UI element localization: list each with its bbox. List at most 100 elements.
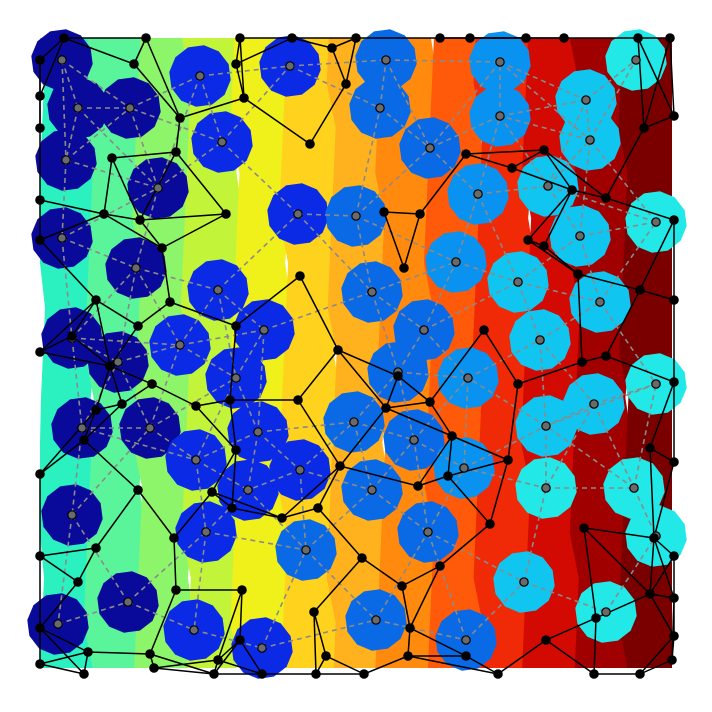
delaunay-edge [71, 267, 137, 339]
voronoi-edge [489, 459, 509, 525]
delaunay-edge [355, 215, 457, 263]
mesh-node [567, 185, 577, 195]
site-marker [519, 577, 529, 587]
delaunay-edge [57, 514, 73, 625]
voronoi-edge [543, 149, 573, 191]
voronoi-edge [605, 355, 675, 383]
site-marker [423, 527, 433, 537]
mesh-node [79, 435, 89, 445]
voronoi-edge [133, 63, 181, 119]
mesh-node [633, 33, 643, 43]
voronoi-edge [361, 557, 403, 587]
site-marker [191, 455, 201, 465]
site-marker [495, 111, 505, 121]
delaunay-edge [385, 59, 501, 63]
voronoi-edge [95, 365, 111, 411]
mesh-node [425, 397, 435, 407]
mesh-node [35, 623, 45, 633]
delaunay-edge [135, 267, 181, 346]
voronoi-edge [419, 153, 467, 215]
voronoi-edge [149, 653, 215, 675]
delaunay-edge [371, 291, 425, 331]
site-marker [257, 643, 267, 653]
voronoi-edge [637, 37, 675, 117]
voronoi-edge [39, 351, 111, 367]
site-marker [601, 607, 611, 617]
delaunay-edge [385, 59, 431, 149]
voronoi-edge [169, 301, 237, 327]
mesh-node [405, 623, 415, 633]
delaunay-edge [61, 187, 159, 239]
site-marker [375, 103, 385, 113]
site-marker [349, 417, 359, 427]
mesh-node [35, 91, 45, 101]
voronoi-edge [39, 37, 65, 97]
mesh-node [403, 651, 413, 661]
site-marker [259, 325, 269, 335]
delaunay-edge [371, 439, 415, 491]
voronoi-edge [571, 189, 607, 199]
delaunay-edge [305, 549, 377, 621]
delaunay-edge [199, 65, 291, 77]
site-marker [581, 95, 591, 105]
voronoi-edge [71, 299, 97, 337]
mesh-node [335, 461, 345, 471]
mesh-node [465, 33, 475, 43]
delaunay-edge [149, 427, 197, 461]
delaunay-edge [465, 581, 525, 641]
voronoi-edge [281, 507, 319, 519]
site-marker [419, 325, 429, 335]
voronoi-edge [577, 273, 583, 363]
delaunay-edge [589, 59, 637, 141]
mesh-node [669, 111, 679, 121]
delaunay-edge [477, 185, 549, 195]
mesh-node [397, 581, 407, 591]
mesh-node [645, 589, 655, 599]
delaunay-edge [585, 99, 591, 141]
voronoi-edge [139, 213, 227, 221]
voronoi-edge [151, 383, 197, 407]
site-marker [253, 427, 263, 437]
delaunay-edge [397, 371, 469, 379]
delaunay-edge [539, 301, 601, 341]
voronoi-edge [511, 149, 545, 169]
delaunay-edge [305, 489, 373, 551]
delaunay-edge [77, 107, 159, 189]
mesh-node [669, 551, 679, 561]
voronoi-edge [39, 409, 97, 475]
delaunay-edge [429, 61, 501, 149]
site-marker [425, 143, 435, 153]
delaunay-edge [477, 193, 519, 283]
site-marker [541, 483, 551, 493]
mesh-node [231, 445, 241, 455]
mesh-node [225, 395, 235, 405]
voronoi-edge [397, 375, 431, 403]
site-marker [367, 485, 377, 495]
voronoi-edge [417, 435, 453, 487]
voronoi-edge [111, 151, 177, 159]
site-marker [73, 103, 83, 113]
mesh-node [149, 663, 159, 673]
site-marker [53, 619, 63, 629]
voronoi-edge [511, 167, 573, 191]
site-marker [77, 423, 87, 433]
site-marker [57, 55, 67, 65]
site-marker [541, 421, 551, 431]
site-marker [535, 335, 545, 345]
voronoi-edge [583, 527, 651, 595]
voronoi-edge [39, 37, 65, 61]
mesh-node [105, 361, 115, 371]
mesh-node [665, 33, 675, 43]
mesh-node [435, 33, 445, 43]
delaunay-edge [355, 215, 373, 293]
voronoi-edge [325, 655, 365, 675]
voronoi-vertices [35, 33, 679, 679]
delaunay-edge [299, 469, 373, 491]
delaunay-edge [379, 107, 431, 149]
mesh-node [309, 607, 319, 617]
voronoi-edge [39, 335, 73, 353]
delaunay-edge [429, 115, 501, 149]
delaunay-edge [467, 377, 547, 427]
voronoi-edge [605, 127, 645, 199]
delaunay-edge [593, 403, 635, 489]
